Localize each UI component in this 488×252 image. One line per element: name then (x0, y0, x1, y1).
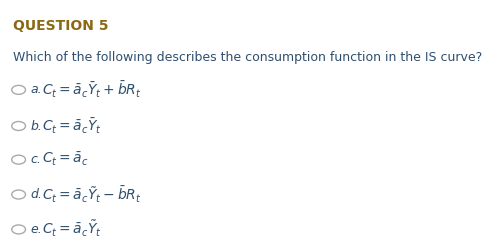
Text: c.: c. (30, 153, 41, 166)
Text: $C_t = \bar{a}_c\tilde{Y}_t$: $C_t = \bar{a}_c\tilde{Y}_t$ (41, 219, 102, 239)
Text: a.: a. (30, 83, 42, 96)
Text: Which of the following describes the consumption function in the IS curve?: Which of the following describes the con… (13, 51, 482, 64)
Text: $C_t = \bar{a}_c\bar{Y}_t + \bar{b}R_t$: $C_t = \bar{a}_c\bar{Y}_t + \bar{b}R_t$ (41, 80, 142, 100)
Text: d.: d. (30, 188, 42, 201)
Text: $C_t = \bar{a}_c$: $C_t = \bar{a}_c$ (41, 151, 88, 168)
Text: $C_t = \bar{a}_c\tilde{Y}_t - \bar{b}R_t$: $C_t = \bar{a}_c\tilde{Y}_t - \bar{b}R_t… (41, 184, 142, 205)
Text: e.: e. (30, 223, 42, 236)
Text: $C_t = \bar{a}_c\bar{Y}_t$: $C_t = \bar{a}_c\bar{Y}_t$ (41, 116, 102, 136)
Text: b.: b. (30, 119, 42, 133)
Text: QUESTION 5: QUESTION 5 (13, 19, 108, 33)
